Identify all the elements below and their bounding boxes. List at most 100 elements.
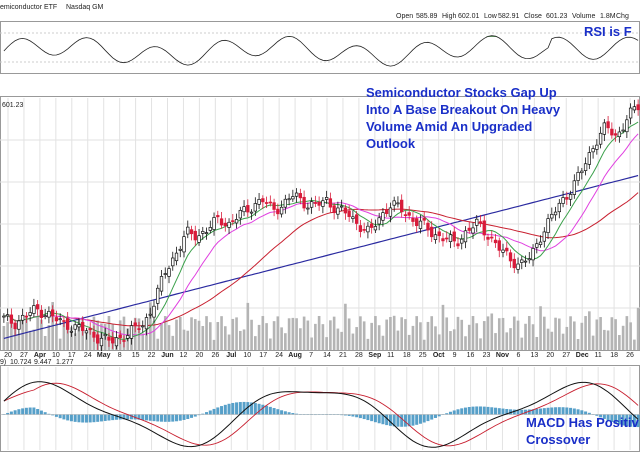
volume-bar xyxy=(636,307,640,350)
macd-histogram-bar xyxy=(520,409,524,415)
volume-bar xyxy=(381,335,385,350)
candle-body xyxy=(294,192,299,197)
volume-bar xyxy=(411,325,415,350)
candle-body xyxy=(452,231,456,242)
candle xyxy=(625,115,629,139)
candle-body xyxy=(249,211,254,214)
candle xyxy=(32,298,36,317)
candle-body xyxy=(580,170,584,174)
macd-histogram-bar xyxy=(103,414,107,421)
candle xyxy=(336,201,340,220)
candle-body xyxy=(171,257,175,267)
macd-histogram-bar xyxy=(632,414,636,428)
volume-bar xyxy=(385,319,388,350)
candle xyxy=(103,327,107,340)
candle xyxy=(508,249,513,268)
candle xyxy=(253,197,257,216)
volume-bar xyxy=(580,322,584,350)
volume-bar xyxy=(231,318,235,350)
candle-body xyxy=(73,324,77,330)
macd-histogram-bar xyxy=(602,414,606,419)
macd-histogram-bar xyxy=(250,402,254,415)
volume-bar xyxy=(464,336,467,350)
candle xyxy=(171,251,175,271)
macd-histogram-bar xyxy=(430,414,434,420)
candle xyxy=(475,215,479,232)
macd-histogram-bar xyxy=(96,414,100,422)
candle xyxy=(20,308,25,325)
candle xyxy=(343,204,348,220)
candle-body xyxy=(227,221,231,228)
candle xyxy=(159,269,164,296)
macd-legend-v2: 9.447 xyxy=(34,359,52,366)
macd-histogram-bar xyxy=(167,414,171,422)
volume-bar xyxy=(625,316,629,350)
macd-histogram-bar xyxy=(411,414,415,426)
macd-histogram-bar xyxy=(343,414,347,416)
rsi-panel xyxy=(0,21,640,74)
candle xyxy=(141,320,145,333)
volume-bar xyxy=(527,316,531,350)
macd-histogram-bar xyxy=(122,414,126,420)
candle xyxy=(189,225,194,241)
volume-bar xyxy=(374,316,377,350)
macd-histogram-bar xyxy=(28,407,32,415)
main-annotation: Semiconductor Stocks Gap Up Into A Base … xyxy=(366,85,561,151)
candle-body xyxy=(24,315,29,318)
candle xyxy=(568,190,573,207)
candle xyxy=(354,210,359,231)
volume-bar xyxy=(238,330,242,350)
macd-histogram-bar xyxy=(482,406,486,415)
candle xyxy=(216,210,220,224)
macd-histogram-bar xyxy=(62,414,66,420)
macd-histogram-bar xyxy=(426,414,430,422)
macd-histogram-bar xyxy=(148,414,152,421)
candle xyxy=(197,228,201,246)
volume-bar xyxy=(475,323,479,350)
candle xyxy=(69,325,74,337)
candle xyxy=(587,146,591,170)
x-tick-label: 21 xyxy=(339,352,347,359)
candle-body xyxy=(54,317,59,322)
candle xyxy=(66,312,70,334)
macd-histogram-bar xyxy=(227,403,231,415)
macd-histogram-bar xyxy=(463,407,467,415)
rsi-overbought-fill xyxy=(287,35,498,37)
candle xyxy=(583,157,588,176)
candle xyxy=(580,167,584,180)
macd-legend-v1: 10.724 xyxy=(10,359,32,366)
candle-body xyxy=(159,276,164,292)
volume-bar xyxy=(163,316,167,350)
macd-histogram-bar xyxy=(501,408,505,415)
volume-bar xyxy=(197,320,201,350)
macd-histogram-bar xyxy=(407,414,411,427)
macd-histogram-bar xyxy=(238,402,242,415)
macd-histogram-bar xyxy=(99,414,103,422)
macd-histogram-bar xyxy=(175,414,179,422)
candle xyxy=(96,331,100,350)
candle-body xyxy=(118,334,122,339)
volume-bar xyxy=(505,332,509,350)
candle xyxy=(137,321,141,333)
candle-body xyxy=(441,238,445,242)
macd-histogram-bar xyxy=(358,414,362,419)
candle xyxy=(2,313,6,323)
macd-histogram-bar xyxy=(599,414,603,418)
candle-body xyxy=(400,199,404,213)
volume-bar xyxy=(347,318,351,350)
macd-histogram-bar xyxy=(355,414,359,418)
volume-bar xyxy=(449,331,452,350)
candle-body xyxy=(156,287,160,304)
macd-histogram-bar xyxy=(403,414,407,427)
candle xyxy=(520,256,524,270)
volume-bar xyxy=(404,319,407,350)
candle-body xyxy=(13,322,17,330)
macd-histogram-bar xyxy=(9,411,13,415)
candle-body xyxy=(358,225,363,232)
candle-body xyxy=(433,234,438,240)
volume-bar xyxy=(265,323,268,350)
macd-histogram-bar xyxy=(197,414,201,416)
candle-body xyxy=(257,199,261,205)
candle-body xyxy=(9,314,14,324)
x-tick-label: 27 xyxy=(562,352,570,359)
